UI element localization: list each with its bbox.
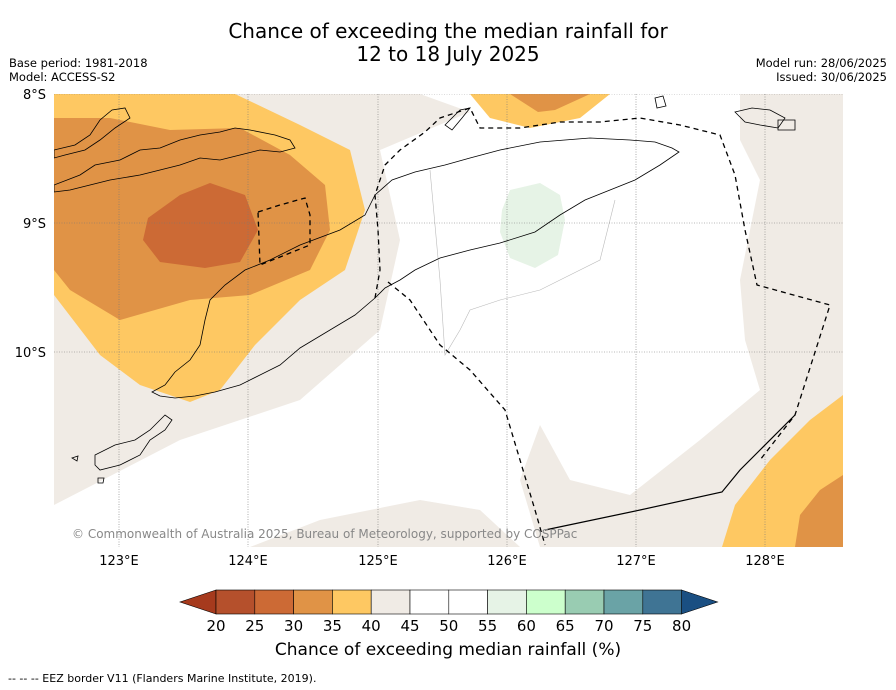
eez-border-south	[387, 281, 546, 546]
eez-legend-note: -- -- -- EEZ border V11 (Flanders Marine…	[8, 672, 317, 685]
colorbar-tick-label: 30	[284, 617, 303, 635]
colorbar-tick-label: 55	[478, 617, 497, 635]
graticule	[54, 94, 843, 547]
coastline-islet-sw2	[97, 477, 105, 484]
colorbar-tick-label: 50	[439, 617, 458, 635]
base-period: Base period: 1981-2018	[9, 56, 148, 70]
colorbar-tick-label: 65	[556, 617, 575, 635]
colorbar-tick-label: 35	[323, 617, 342, 635]
colorbar: 20 25 30 35 40 45 50 55 60 65 70 75 80	[179, 589, 719, 635]
contour-30-35-north	[510, 94, 590, 112]
coastline-north-islet	[654, 95, 667, 109]
lon-label-125e: 125°E	[358, 554, 398, 569]
contour-40-45-south	[250, 500, 520, 547]
coastline-timor	[151, 137, 680, 399]
eez-border-enclave	[257, 197, 311, 266]
meta-left: Base period: 1981-2018 Model: ACCESS-S2	[9, 56, 148, 84]
colorbar-segment	[409, 589, 450, 615]
colorbar-tick-label: 45	[400, 617, 419, 635]
copyright-notice: © Commonwealth of Australia 2025, Bureau…	[72, 527, 577, 541]
colorbar-extend-high	[681, 589, 719, 615]
coastline-rote	[94, 414, 173, 471]
lon-label-124e: 124°E	[228, 554, 268, 569]
title-line-1: Chance of exceeding the median rainfall …	[228, 19, 668, 43]
colorbar-tick-label: 75	[633, 617, 652, 635]
colorbar-tick-label: 40	[362, 617, 381, 635]
coastlines	[54, 95, 796, 484]
coastline-babar	[734, 107, 786, 129]
chart-title: Chance of exceeding the median rainfall …	[0, 20, 896, 66]
colorbar-segment	[526, 589, 566, 615]
colorbar-tick-label: 60	[517, 617, 536, 635]
colorbar-segment	[370, 589, 411, 615]
title-line-2: 12 to 18 July 2025	[356, 42, 540, 66]
lat-label-9s: 9°S	[23, 217, 46, 232]
contour-line-55	[429, 169, 616, 356]
contour-25-30-core	[143, 183, 258, 268]
colorbar-extend-low	[179, 589, 217, 615]
eez-border-sea-solid	[544, 414, 796, 531]
eez-border-north	[374, 107, 831, 461]
colorbar-segment	[564, 589, 605, 615]
lon-label-123e: 123°E	[99, 554, 139, 569]
colorbar-tick-label: 80	[672, 617, 691, 635]
contour-40-45-east	[520, 94, 843, 547]
lat-label-8s: 8°S	[23, 88, 46, 103]
coastline-islet-sw	[71, 455, 79, 462]
lon-label-126e: 126°E	[487, 554, 527, 569]
meta-right: Model run: 28/06/2025 Issued: 30/06/2025	[756, 56, 887, 84]
colorbar-tick-label: 25	[245, 617, 264, 635]
colorbar-tick-label: 20	[206, 617, 225, 635]
colorbar-segment	[254, 589, 294, 615]
colorbar-segment	[215, 589, 256, 615]
contour-55-60	[500, 183, 565, 268]
colorbar-label: Chance of exceeding median rainfall (%)	[274, 640, 622, 660]
issued-date: Issued: 30/06/2025	[776, 70, 887, 84]
coastline-alor	[54, 127, 296, 193]
contour-30-35-se	[795, 475, 843, 547]
coastline-pantar	[54, 107, 131, 159]
colorbar-segment	[642, 589, 682, 615]
colorbar-segment	[487, 589, 527, 615]
lat-label-10s: 10°S	[15, 346, 46, 361]
map-plot: © Commonwealth of Australia 2025, Bureau…	[54, 94, 843, 547]
lon-label-127e: 127°E	[616, 554, 656, 569]
coastline-islet-east	[777, 119, 796, 131]
colorbar-segment	[448, 589, 488, 615]
colorbar-tick-label: 70	[594, 617, 613, 635]
colorbar-segment	[603, 589, 644, 615]
model-run: Model run: 28/06/2025	[755, 56, 887, 70]
eez-borders	[257, 107, 831, 546]
model-name: Model: ACCESS-S2	[9, 70, 116, 84]
colorbar-segment	[293, 589, 333, 615]
lon-label-128e: 128°E	[745, 554, 785, 569]
colorbar-segment	[332, 589, 372, 615]
